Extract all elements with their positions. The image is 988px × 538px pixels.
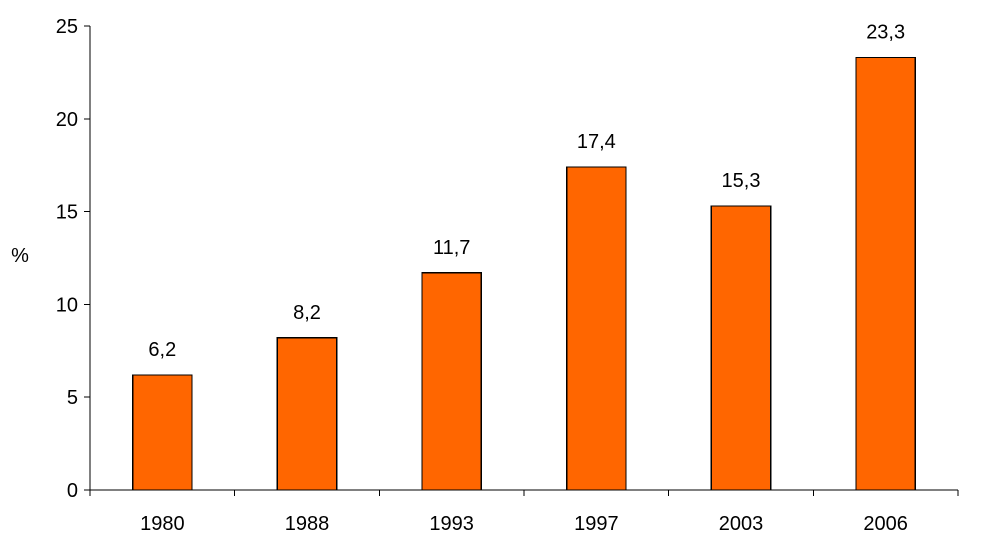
x-tick-label: 1997 [574, 513, 619, 535]
bar [710, 205, 772, 491]
x-tick-label: 2006 [863, 513, 908, 535]
y-tick-label: 15 [56, 202, 78, 224]
bar [276, 337, 338, 491]
data-labels: 6,2 8,2 11,7 17,4 15,3 23,3 [148, 22, 905, 361]
y-tick-label: 20 [56, 109, 78, 131]
bars [132, 56, 916, 491]
bar-value-label: 15,3 [722, 170, 761, 192]
bar [566, 166, 627, 491]
x-tick-label: 1988 [285, 513, 330, 535]
y-tick-label: 5 [67, 387, 78, 409]
bar-value-label: 11,7 [433, 237, 470, 259]
bar [855, 56, 916, 491]
bar-value-label: 6,2 [148, 339, 176, 361]
bar [421, 272, 482, 491]
y-tick-label: 25 [56, 16, 78, 38]
bar [132, 374, 193, 491]
x-tick-label: 1980 [140, 513, 185, 535]
x-tick-label: 1993 [429, 513, 474, 535]
x-ticks: 1980 1988 1993 1997 2003 2006 [89, 490, 959, 535]
bar-value-label: 23,3 [866, 22, 905, 44]
bar-value-label: 17,4 [577, 131, 616, 153]
y-tick-label: 0 [67, 480, 78, 502]
y-tick-label: 10 [56, 294, 78, 316]
y-axis: 0 5 10 15 20 25 [56, 16, 91, 502]
x-tick-label: 2003 [719, 513, 764, 535]
x-axis: 1980 1988 1993 1997 2003 2006 [89, 489, 959, 535]
y-ticks: 0 5 10 15 20 25 [56, 16, 90, 502]
bar-value-label: 8,2 [293, 302, 321, 324]
y-axis-title: % [11, 245, 29, 267]
